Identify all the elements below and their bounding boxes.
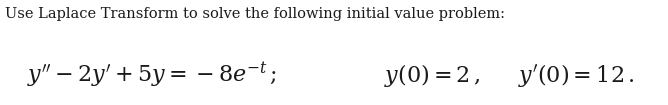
Text: $y^{\prime}(0) = 12\,.$: $y^{\prime}(0) = 12\,.$ xyxy=(518,62,635,89)
Text: Use Laplace Transform to solve the following initial value problem:: Use Laplace Transform to solve the follo… xyxy=(5,7,506,21)
Text: $y(0) = 2\,,$: $y(0) = 2\,,$ xyxy=(384,62,481,89)
Text: $y^{\prime\prime} - 2y^{\prime} + 5y = -8e^{-t}\,;$: $y^{\prime\prime} - 2y^{\prime} + 5y = -… xyxy=(27,61,277,90)
